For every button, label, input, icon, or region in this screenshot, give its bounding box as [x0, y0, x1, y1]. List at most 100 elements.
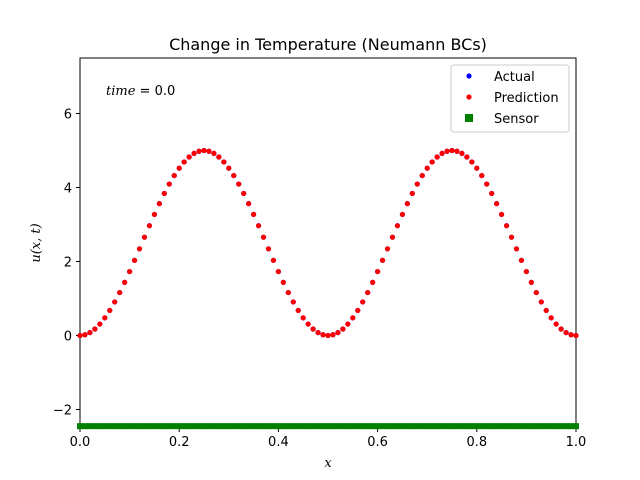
sensor-point [96, 423, 103, 430]
sensor-point [290, 423, 297, 430]
sensor-point [181, 423, 188, 430]
x-tick-label: 0.2 [169, 435, 190, 450]
sensor-point [404, 423, 411, 430]
prediction-point [538, 299, 544, 305]
prediction-point [360, 299, 366, 305]
prediction-point [489, 190, 495, 197]
prediction-point [196, 148, 202, 154]
prediction-point [543, 307, 549, 314]
time-annotation-var: time [106, 84, 136, 99]
prediction-point [270, 257, 277, 263]
prediction-point [419, 172, 425, 179]
prediction-point [295, 307, 301, 314]
prediction-point [181, 159, 187, 165]
prediction-point [345, 321, 351, 327]
sensor-point [424, 423, 431, 430]
sensor-point [538, 423, 545, 430]
prediction-point [370, 279, 376, 285]
prediction-point [251, 211, 257, 218]
prediction-point [231, 172, 237, 179]
sensor-point [414, 423, 421, 430]
prediction-point [146, 223, 153, 229]
sensor-point [508, 423, 515, 430]
legend-marker-actual [466, 73, 472, 79]
sensor-point [210, 423, 217, 430]
prediction-point [558, 326, 564, 332]
sensor-point [111, 423, 118, 430]
prediction-point [340, 326, 346, 332]
y-tick-label: −2 [53, 404, 72, 419]
prediction-point [156, 201, 162, 207]
prediction-point [449, 147, 455, 154]
y-tick-label: 6 [64, 108, 72, 123]
time-annotation: time = 0.0 [106, 84, 175, 99]
sensor-point [503, 423, 510, 430]
prediction-point [221, 159, 227, 165]
sensor-point [230, 423, 237, 430]
prediction-point [494, 201, 500, 207]
sensor-point [563, 423, 570, 430]
prediction-point [523, 268, 530, 275]
prediction-point [176, 165, 182, 171]
prediction-point [454, 148, 460, 154]
sensor-point [513, 423, 520, 430]
prediction-point [280, 279, 286, 285]
sensor-point [498, 423, 505, 430]
prediction-point [82, 332, 88, 338]
sensor-point [528, 423, 535, 430]
prediction-point [117, 289, 123, 296]
y-axis: −2 0 2 4 6 [53, 108, 80, 419]
prediction-point [355, 307, 361, 314]
prediction-point [439, 150, 445, 157]
sensor-point [136, 423, 143, 430]
prediction-point [429, 159, 435, 165]
sensor-point [146, 423, 153, 430]
prediction-point [375, 268, 381, 275]
prediction-point [320, 332, 326, 338]
sensor-point [240, 423, 247, 430]
prediction-point [206, 148, 212, 154]
x-tick-label: 0.8 [466, 435, 487, 450]
sensor-point [329, 423, 336, 430]
time-annotation-value: = 0.0 [135, 84, 175, 99]
prediction-point [414, 181, 420, 187]
prediction-point [379, 257, 386, 263]
x-tick-label: 1.0 [566, 435, 587, 450]
sensor-point [166, 423, 173, 430]
y-axis-label: u(x, t) [29, 223, 44, 262]
legend-marker-prediction [466, 94, 472, 100]
sensor-point [369, 423, 376, 430]
sensor-point [270, 423, 277, 430]
prediction-point [236, 181, 242, 187]
x-axis: 0.0 0.2 0.4 0.6 0.8 1.0 [70, 428, 587, 450]
prediction-point [365, 289, 371, 296]
sensor-point [518, 423, 525, 430]
prediction-point [265, 246, 272, 252]
sensor-point [141, 423, 148, 430]
sensor-point [354, 423, 361, 430]
sensor-point [126, 423, 133, 430]
sensor-point [325, 423, 331, 430]
prediction-point [77, 332, 83, 339]
prediction-point [563, 329, 569, 336]
sensor-point [399, 423, 406, 430]
prediction-point [325, 332, 331, 339]
sensor-point [86, 423, 93, 430]
sensor-point [374, 423, 381, 430]
prediction-point [255, 223, 262, 229]
sensor-point [171, 423, 178, 430]
prediction-point [171, 172, 177, 179]
prediction-point [285, 289, 291, 296]
sensor-point [359, 423, 366, 430]
sensor-point [196, 423, 203, 430]
prediction-point [97, 321, 103, 327]
prediction-point [335, 329, 341, 336]
prediction-point [568, 332, 574, 338]
legend-box [450, 64, 570, 133]
prediction-point [528, 279, 534, 285]
legend: Actual Prediction Sensor [450, 64, 570, 133]
sensor-point [121, 423, 128, 430]
sensor-point [548, 423, 555, 430]
prediction-point [424, 165, 430, 171]
sensor-point [315, 423, 322, 430]
